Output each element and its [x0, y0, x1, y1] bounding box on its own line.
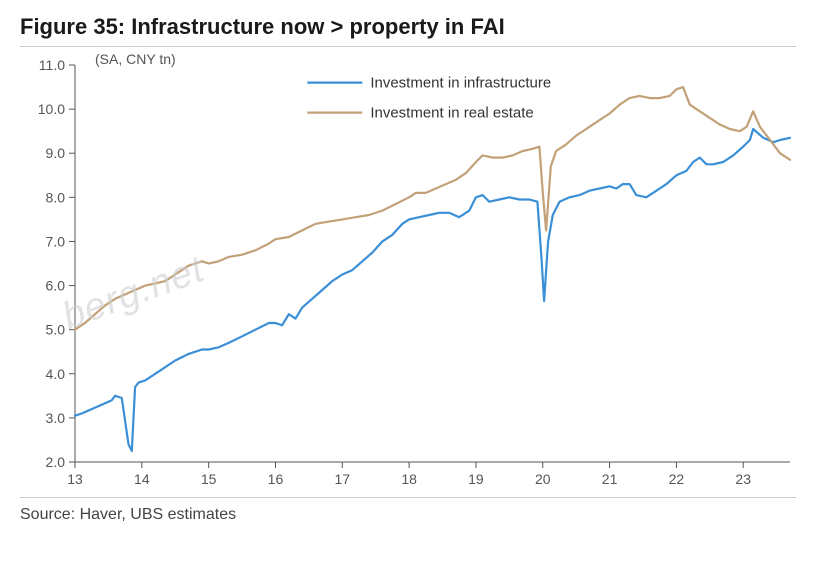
y-tick-label: 6.0	[46, 278, 66, 294]
figure-container: Figure 35: Infrastructure now > property…	[0, 0, 816, 569]
y-axis-unit-label: (SA, CNY tn)	[95, 51, 176, 67]
series-line-investment-in-infrastructure	[75, 129, 790, 451]
x-tick-label: 18	[401, 471, 417, 487]
y-tick-label: 4.0	[46, 366, 66, 382]
x-tick-label: 13	[67, 471, 83, 487]
x-tick-label: 17	[335, 471, 351, 487]
y-tick-label: 7.0	[46, 233, 66, 249]
x-tick-label: 21	[602, 471, 618, 487]
y-tick-label: 9.0	[46, 145, 66, 161]
figure-title: Figure 35: Infrastructure now > property…	[20, 14, 796, 40]
y-tick-label: 5.0	[46, 322, 66, 338]
y-tick-label: 8.0	[46, 189, 66, 205]
x-tick-label: 20	[535, 471, 551, 487]
y-tick-label: 3.0	[46, 410, 66, 426]
x-tick-label: 19	[468, 471, 484, 487]
x-tick-label: 22	[669, 471, 685, 487]
y-tick-label: 2.0	[46, 454, 66, 470]
x-tick-label: 23	[735, 471, 751, 487]
line-chart-svg: 2.0 3.0 4.0 5.0 6.0 7.0 8.0 9.0 10.0 11.0 13 14 15 16…	[20, 47, 796, 497]
legend-label: Investment in infrastructure	[370, 75, 551, 92]
x-tick-label: 14	[134, 471, 150, 487]
x-tick-label: 15	[201, 471, 217, 487]
source-text: Source: Haver, UBS estimates	[20, 506, 796, 524]
y-tick-label: 10.0	[38, 101, 65, 117]
y-tick-label: 11.0	[39, 57, 65, 73]
chart-area: (SA, CNY tn) berg.net 2.03.04.05.06.07.0…	[20, 47, 796, 497]
legend-label: Investment in real estate	[370, 105, 533, 122]
bottom-rule	[20, 497, 796, 498]
series-line-investment-in-real-estate	[75, 87, 790, 330]
x-tick-label: 16	[268, 471, 284, 487]
